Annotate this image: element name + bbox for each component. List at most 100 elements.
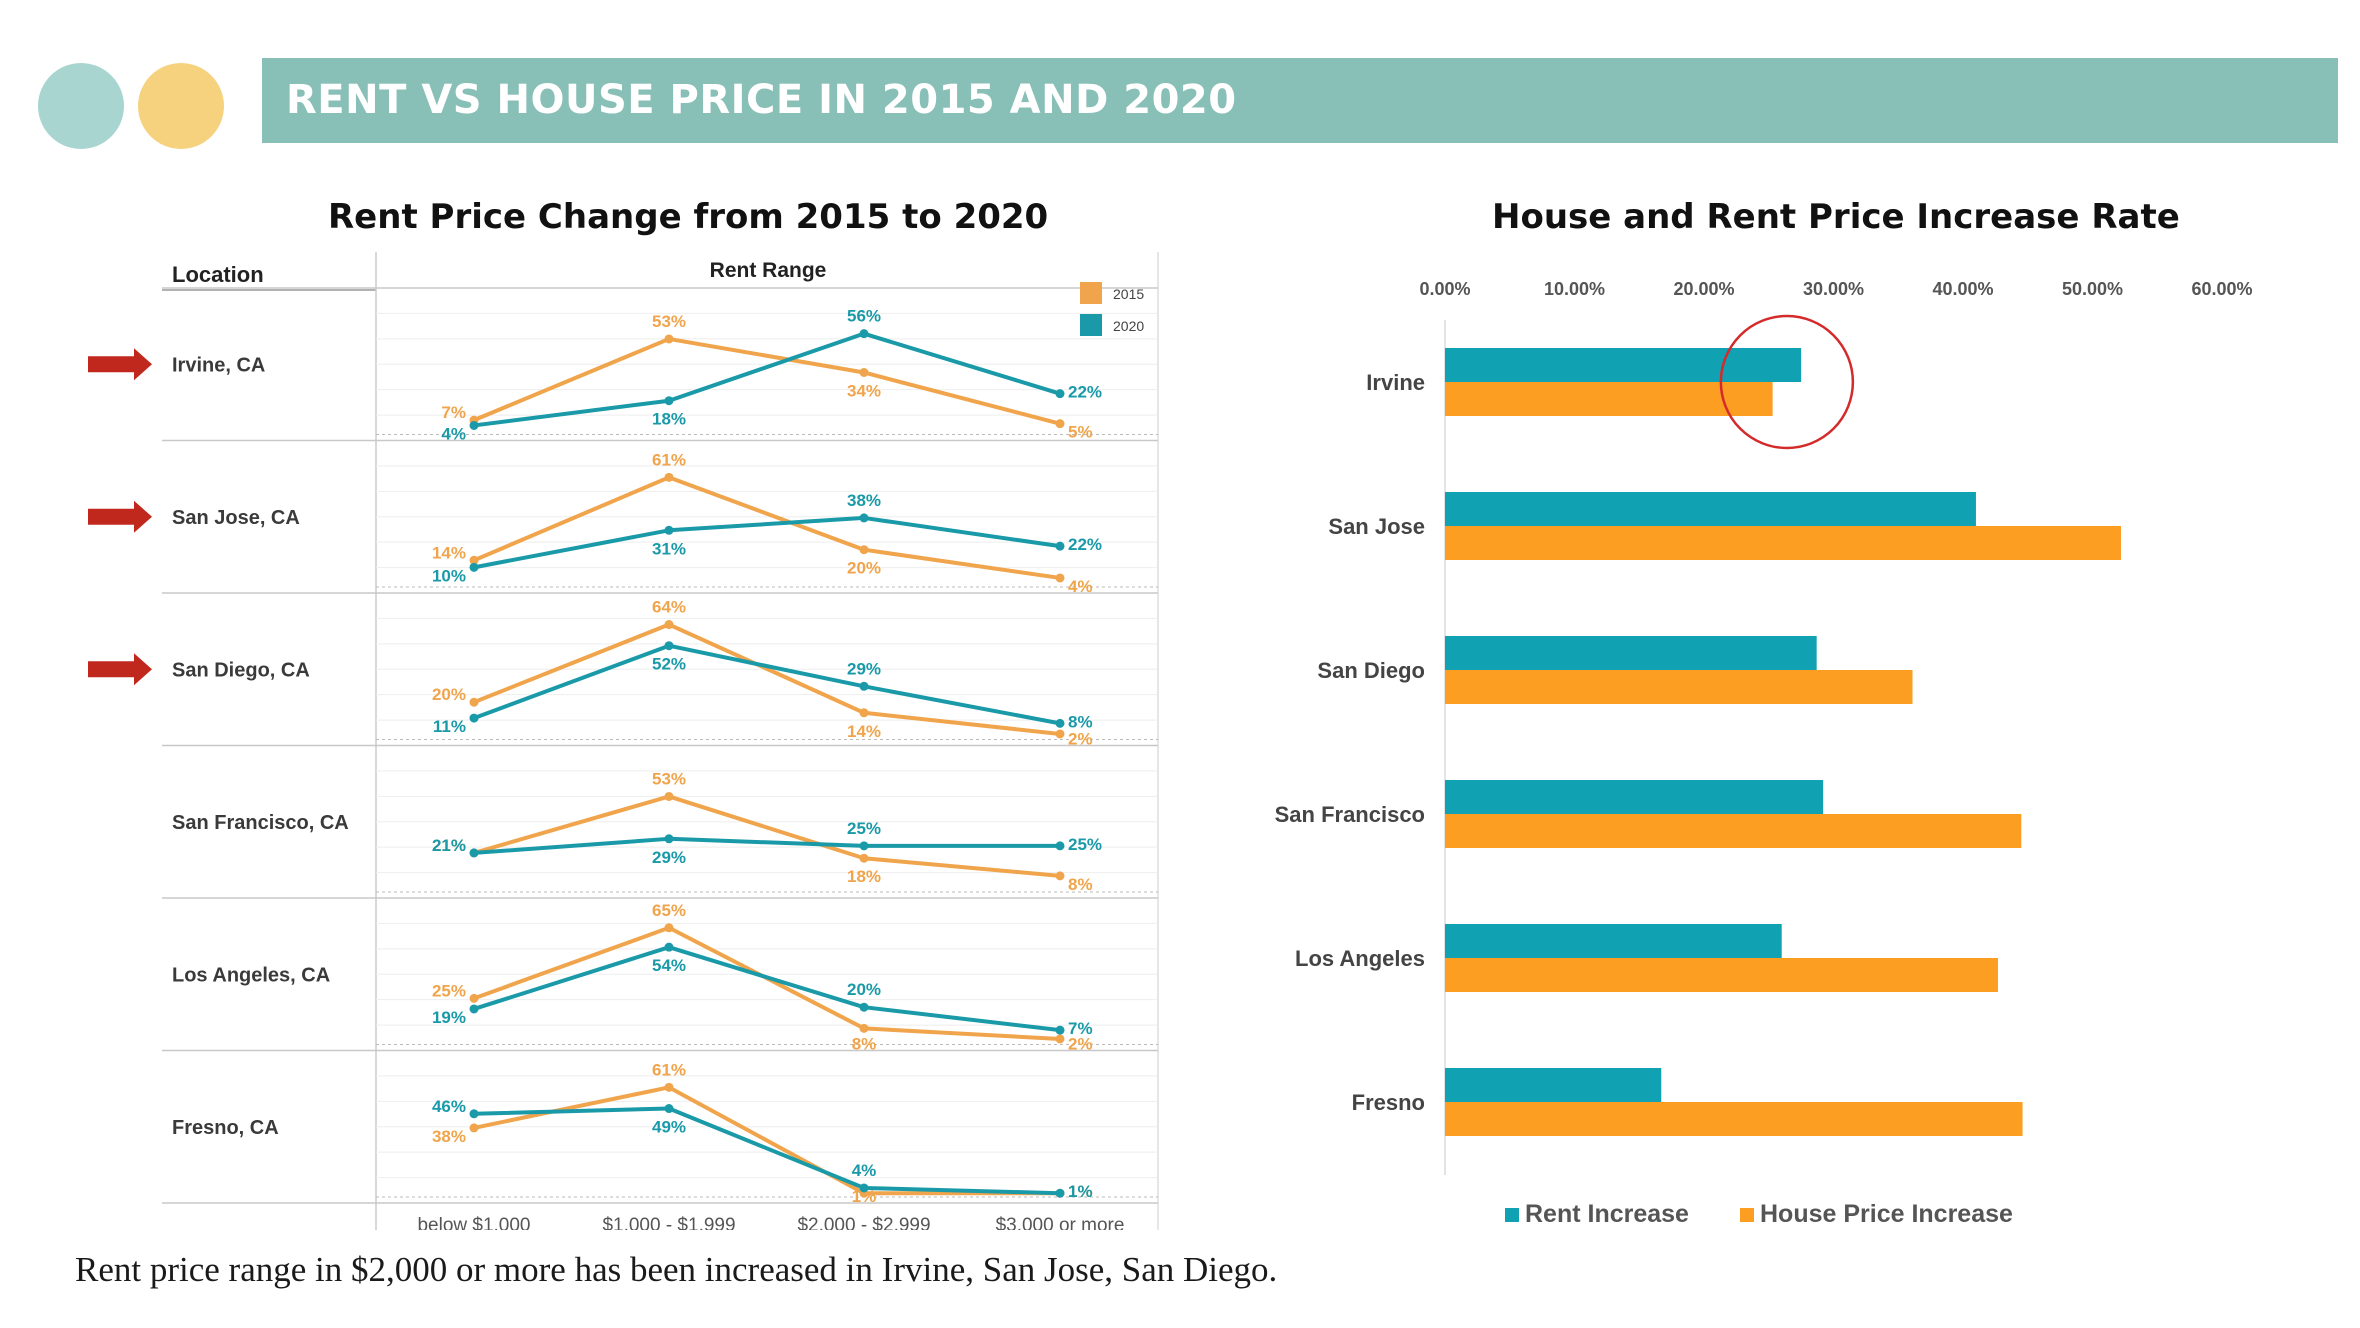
data-label-2015: 8% bbox=[1068, 875, 1093, 894]
location-column-header: Location bbox=[172, 262, 264, 287]
data-point-2015 bbox=[664, 1082, 674, 1092]
data-label-2020: 29% bbox=[652, 848, 686, 867]
bar-group-san-diego: San Diego bbox=[1317, 636, 1913, 704]
series-line-2015 bbox=[473, 925, 1061, 1041]
x-tick-label: 60.00% bbox=[2191, 279, 2252, 299]
bar-rent-increase bbox=[1445, 780, 1824, 814]
data-point-2020 bbox=[664, 1104, 674, 1114]
data-point-2015 bbox=[469, 993, 479, 1003]
data-point-2020 bbox=[469, 713, 479, 723]
x-tick-label: 40.00% bbox=[1932, 279, 1993, 299]
data-label-2015: 1% bbox=[852, 1187, 877, 1206]
series-line-2015 bbox=[473, 475, 1061, 580]
series-line-2020 bbox=[473, 643, 1061, 726]
x-tick-label: 30.00% bbox=[1803, 279, 1864, 299]
series-line-2020 bbox=[473, 836, 1060, 855]
x-tick-label: 20.00% bbox=[1673, 279, 1734, 299]
data-label-2020: 31% bbox=[652, 539, 686, 558]
data-point-2015 bbox=[1055, 573, 1065, 583]
data-label-2020: 21% bbox=[432, 836, 466, 855]
x-tick-label: 50.00% bbox=[2062, 279, 2123, 299]
data-label-2015: 65% bbox=[652, 901, 686, 920]
page-title: RENT VS HOUSE PRICE IN 2015 AND 2020 bbox=[286, 77, 1237, 123]
x-tick-label: 0.00% bbox=[1419, 279, 1470, 299]
series-line-2015 bbox=[473, 336, 1061, 426]
data-point-2020 bbox=[664, 641, 674, 651]
left-chart-panels: Irvine, CA7%53%34%5%4%18%56%22%San Jose,… bbox=[88, 307, 1158, 1206]
left-chart-title: Rent Price Change from 2015 to 2020 bbox=[328, 197, 1049, 237]
decor-circle-teal bbox=[38, 63, 124, 149]
category-label: San Diego bbox=[1317, 658, 1425, 683]
data-point-2015 bbox=[859, 708, 869, 718]
data-point-2020 bbox=[469, 420, 479, 430]
location-label: San Francisco, CA bbox=[172, 812, 349, 834]
data-point-2020 bbox=[859, 329, 869, 339]
data-label-2015: 38% bbox=[432, 1127, 466, 1146]
bar-group-san-francisco: San Francisco bbox=[1275, 780, 2022, 848]
data-point-2020 bbox=[664, 834, 674, 844]
data-point-2015 bbox=[664, 334, 674, 344]
data-point-2015 bbox=[859, 545, 869, 555]
data-point-2020 bbox=[469, 1109, 479, 1119]
data-point-2015 bbox=[859, 853, 869, 863]
decor-circle-yellow bbox=[138, 63, 224, 149]
data-point-2020 bbox=[469, 562, 479, 572]
data-point-2015 bbox=[664, 472, 674, 482]
data-point-2015 bbox=[469, 1123, 479, 1133]
data-label-2015: 53% bbox=[652, 312, 686, 331]
bar-house-price-increase bbox=[1445, 670, 1913, 704]
data-label-2015: 34% bbox=[847, 381, 881, 400]
data-label-2020: 52% bbox=[652, 655, 686, 674]
title-banner: RENT VS HOUSE PRICE IN 2015 AND 2020 bbox=[262, 58, 2338, 143]
data-point-2015 bbox=[664, 791, 674, 801]
data-point-2015 bbox=[859, 367, 869, 377]
bar-group-san-jose: San Jose bbox=[1328, 492, 2121, 560]
left-chart-frame bbox=[162, 252, 1159, 1230]
legend-label: Rent Increase bbox=[1525, 1200, 1689, 1228]
data-label-2015: 21% bbox=[432, 836, 466, 855]
data-point-2020 bbox=[1055, 718, 1065, 728]
legend-swatch-2020 bbox=[1080, 314, 1102, 336]
data-point-2020 bbox=[1055, 1188, 1065, 1198]
data-point-2020 bbox=[469, 848, 479, 858]
category-label: Los Angeles bbox=[1295, 946, 1425, 971]
caption-text: Rent price range in $2,000 or more has b… bbox=[75, 1250, 1278, 1289]
data-label-2020: 46% bbox=[432, 1097, 466, 1116]
legend-swatch bbox=[1740, 1208, 1754, 1222]
bar-group-fresno: Fresno bbox=[1352, 1068, 2023, 1136]
location-label: Los Angeles, CA bbox=[172, 964, 330, 986]
legend-label-2015: 2015 bbox=[1113, 286, 1144, 302]
panel-los-angeles-ca: Los Angeles, CA 25% 65% 8% 2% 19% 54% 20% 7% bbox=[172, 901, 1158, 1054]
data-label-2015: 20% bbox=[847, 559, 881, 578]
data-label-2015: 5% bbox=[1068, 423, 1093, 442]
panel-irvine-ca: Irvine, CA 7% 53% 34% 5% 4% 18% 56% 22% bbox=[88, 307, 1158, 443]
data-point-2015 bbox=[1055, 729, 1065, 739]
legend-label: House Price Increase bbox=[1760, 1200, 2013, 1228]
data-label-2020: 19% bbox=[432, 1008, 466, 1027]
data-label-2015: 8% bbox=[852, 1035, 877, 1054]
bar-rent-increase bbox=[1445, 492, 1976, 526]
panel-san-jose-ca: San Jose, CA 14% 61% 20% 4% 10% 31% 38% 22% bbox=[88, 450, 1158, 596]
bar-house-price-increase bbox=[1445, 814, 2022, 848]
data-point-2020 bbox=[859, 513, 869, 523]
data-point-2015 bbox=[1055, 419, 1065, 429]
data-point-2020 bbox=[1055, 1025, 1065, 1035]
data-label-2020: 11% bbox=[433, 717, 466, 736]
data-label-2020: 25% bbox=[847, 819, 881, 838]
x-tick-label: 10.00% bbox=[1544, 279, 1605, 299]
data-label-2020: 22% bbox=[1068, 383, 1102, 402]
bar-house-price-increase bbox=[1445, 526, 2121, 560]
data-point-2015 bbox=[469, 697, 479, 707]
bar-house-price-increase bbox=[1445, 382, 1773, 416]
legend-swatch-2015 bbox=[1080, 282, 1102, 304]
series-line-2020 bbox=[473, 515, 1061, 570]
series-line-2015 bbox=[473, 622, 1061, 736]
data-label-2015: 61% bbox=[652, 1060, 686, 1079]
highlight-arrow-icon bbox=[88, 348, 152, 381]
legend-swatch bbox=[1505, 1208, 1519, 1222]
data-label-2020: 38% bbox=[847, 491, 881, 510]
right-chart-title: House and Rent Price Increase Rate bbox=[1492, 197, 2180, 237]
data-point-2015 bbox=[664, 620, 674, 630]
bar-rent-increase bbox=[1445, 1068, 1662, 1102]
